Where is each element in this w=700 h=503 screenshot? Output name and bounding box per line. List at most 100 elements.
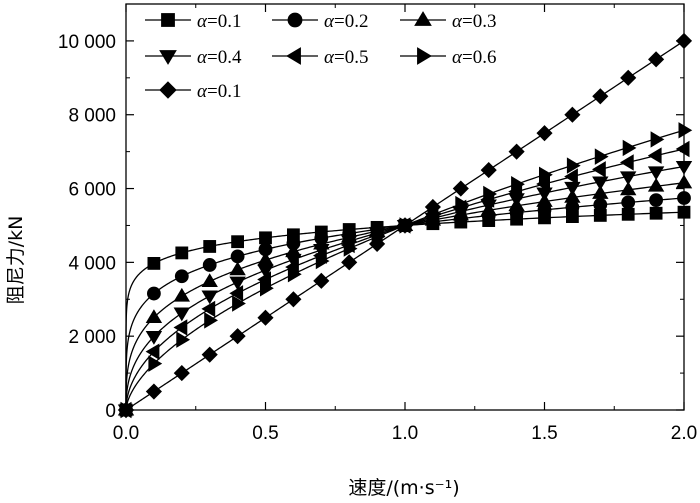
series-7-point [229,328,246,345]
series-1-point [259,231,272,245]
axes: 0.0 0.5 1.0 1.5 2.0 0 2 000 4 000 6 000 8 000 10 0… [58,3,697,444]
series-7-point [396,217,414,234]
series-6-point [483,185,497,203]
series-5-point [619,154,634,171]
series-7-point [564,106,581,123]
series-6-point [315,252,330,270]
series-6-point [678,122,693,139]
y-tick-label: 8 000 [68,106,116,127]
legend-marker-7 [159,81,177,99]
series-2-point [649,193,663,208]
y-tick-label: 4 000 [68,253,116,274]
series-3-point [675,174,693,189]
series-line-3 [125,182,685,410]
series-6-point [455,195,470,213]
series-2-point [621,195,636,210]
legend-marker-3 [414,11,432,26]
legend-marker-1 [161,13,175,27]
legend-marker-5 [286,47,301,65]
y-tick-label: 6 000 [68,180,116,201]
legend-label-5: α=0.5 [324,47,368,68]
series-6-point [259,280,274,297]
series-1-point [231,235,245,249]
x-axis-title: 速度/(m·s⁻¹) [348,477,459,499]
legend-marker-6 [417,47,432,65]
series-6-point [622,139,637,157]
series-line-5 [125,148,685,410]
series-6-point [148,355,163,372]
series-7-point [648,51,665,68]
series-7-point [117,401,135,419]
legend-marker-4 [159,50,177,65]
series-6-point [343,240,358,257]
series-2-point [202,258,217,272]
series-7-point [508,143,525,160]
legend-label-6: α=0.6 [452,47,496,68]
series-6-point [232,295,246,312]
series-7-point [257,309,274,326]
legend-label-2: α=0.2 [324,11,368,32]
series-7-point [145,383,162,400]
series-7-point [201,346,218,363]
series-6-point [539,166,553,183]
series-7-point [173,365,190,382]
legend-label-1: α=0.1 [197,11,241,32]
legend-label-7: α=0.1 [197,81,241,102]
series-1-point [677,205,691,219]
series-5-point [647,147,662,164]
series-1-point [147,256,161,270]
series-3-point [145,309,163,324]
series-4-point [145,331,163,345]
series-3-point [201,273,218,288]
series-1-point [649,206,663,220]
series-line-1 [125,211,685,410]
series-line-6 [125,129,685,410]
series-3-point [229,261,246,276]
series-5-point [675,140,690,158]
series-6-point [204,312,218,329]
series-line-2 [125,197,685,410]
series-1-point [175,246,189,260]
series-2-point [174,269,189,284]
x-tick-label: 2.0 [671,423,697,444]
series-7-point [341,254,358,271]
series-4-point [173,307,191,322]
series-5-point [229,285,244,302]
series-6-point [287,266,302,283]
x-tick-label: 0.0 [113,423,139,444]
series-4-point [619,171,637,186]
series-7-point [620,69,637,86]
series-4-point [201,290,218,305]
series-7-point [285,291,302,308]
series-4-point [647,166,665,181]
series-4-point [564,181,581,196]
series-6-point [594,148,609,165]
series-4-point [229,276,246,291]
series-4-point [675,160,693,175]
series-7-point [313,272,330,289]
series-line-4 [125,165,685,410]
x-tick-label: 1.0 [392,423,418,444]
x-tick-label: 1.5 [531,423,557,444]
legend-marker-2 [287,12,303,28]
series-3-point [173,287,191,302]
series-7-point [592,88,609,105]
series-7-point [369,235,386,252]
legend: α=0.1 α=0.2 α=0.3 α=0.4 α=0.5 α=0.6 α=0.1 [145,11,496,102]
y-tick-label: 0 [105,401,116,422]
series-2-point [593,197,608,212]
curves [125,40,685,411]
series-5-point [201,300,216,318]
x-tick-label: 0.5 [252,423,278,444]
series-3-point [564,189,581,203]
series-5-point [564,168,578,185]
series-1-point [203,240,217,253]
series-7-point [452,180,469,197]
y-axis-title: 阻尼力/kN [5,216,27,305]
series-2-point [677,191,691,205]
series-2-point [230,249,245,264]
series-6-point [566,157,581,174]
series-7-point [480,162,497,179]
series-4-point [257,264,274,279]
